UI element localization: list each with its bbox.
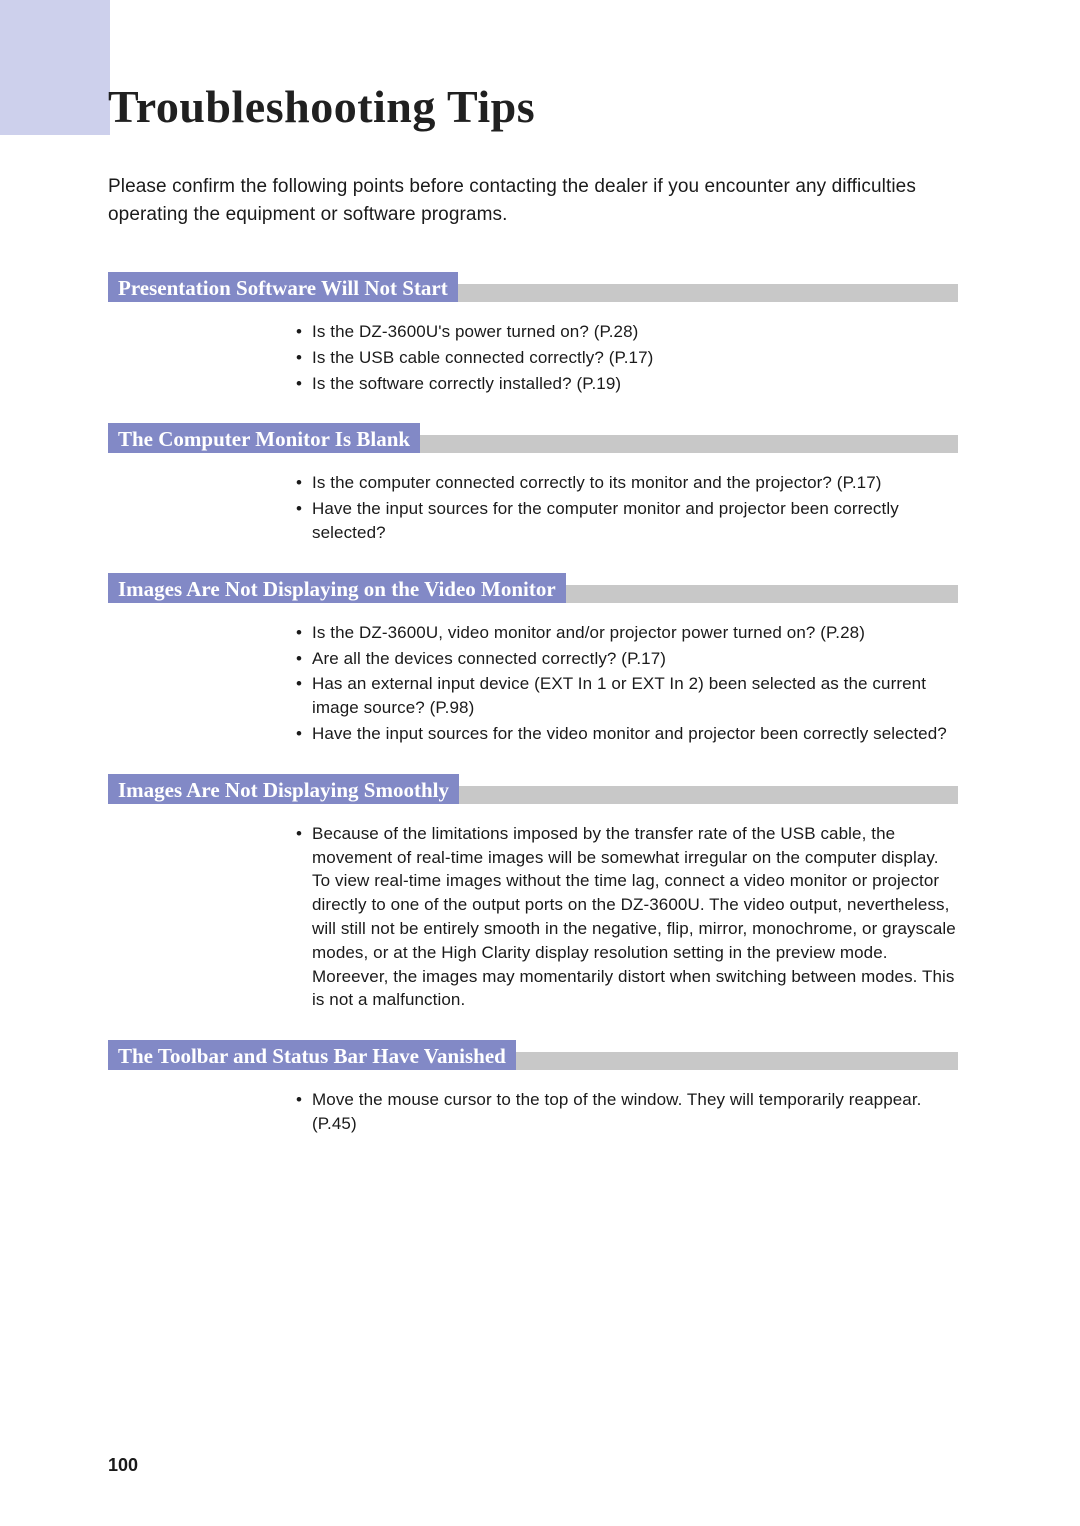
list-item: Has an external input device (EXT In 1 o… <box>296 672 958 720</box>
list-item: Is the computer connected correctly to i… <box>296 471 958 495</box>
intro-paragraph: Please confirm the following points befo… <box>108 173 958 228</box>
section: Presentation Software Will Not Start Is … <box>108 272 958 395</box>
list-item: Is the software correctly installed? (P.… <box>296 372 958 396</box>
section-list: Because of the limitations imposed by th… <box>296 822 958 1012</box>
section-list: Is the computer connected correctly to i… <box>296 471 958 544</box>
section-heading: The Toolbar and Status Bar Have Vanished <box>108 1040 516 1070</box>
list-item: Is the DZ-3600U, video monitor and/or pr… <box>296 621 958 645</box>
page-content: Troubleshooting Tips Please confirm the … <box>108 80 958 1164</box>
section-header: Images Are Not Displaying on the Video M… <box>108 573 958 603</box>
section-list: Move the mouse cursor to the top of the … <box>296 1088 958 1136</box>
page-number: 100 <box>108 1455 138 1476</box>
section-header: The Computer Monitor Is Blank <box>108 423 958 453</box>
section-header: Images Are Not Displaying Smoothly <box>108 774 958 804</box>
section: The Computer Monitor Is Blank Is the com… <box>108 423 958 544</box>
section-heading: The Computer Monitor Is Blank <box>108 423 420 453</box>
list-item: Have the input sources for the video mon… <box>296 722 958 746</box>
section-heading: Images Are Not Displaying on the Video M… <box>108 573 566 603</box>
page-title: Troubleshooting Tips <box>108 80 958 133</box>
list-item: Move the mouse cursor to the top of the … <box>296 1088 958 1136</box>
section-heading: Presentation Software Will Not Start <box>108 272 458 302</box>
section-list: Is the DZ-3600U, video monitor and/or pr… <box>296 621 958 746</box>
section-heading: Images Are Not Displaying Smoothly <box>108 774 459 804</box>
section-header: Presentation Software Will Not Start <box>108 272 958 302</box>
section: The Toolbar and Status Bar Have Vanished… <box>108 1040 958 1136</box>
section: Images Are Not Displaying on the Video M… <box>108 573 958 746</box>
list-item: Have the input sources for the computer … <box>296 497 958 545</box>
section-list: Is the DZ-3600U's power turned on? (P.28… <box>296 320 958 395</box>
list-item: Is the DZ-3600U's power turned on? (P.28… <box>296 320 958 344</box>
section-header: The Toolbar and Status Bar Have Vanished <box>108 1040 958 1070</box>
list-item: Are all the devices connected correctly?… <box>296 647 958 671</box>
list-item: Because of the limitations imposed by th… <box>296 822 958 1012</box>
list-item: Is the USB cable connected correctly? (P… <box>296 346 958 370</box>
page-tab-side <box>0 0 70 115</box>
section: Images Are Not Displaying Smoothly Becau… <box>108 774 958 1012</box>
